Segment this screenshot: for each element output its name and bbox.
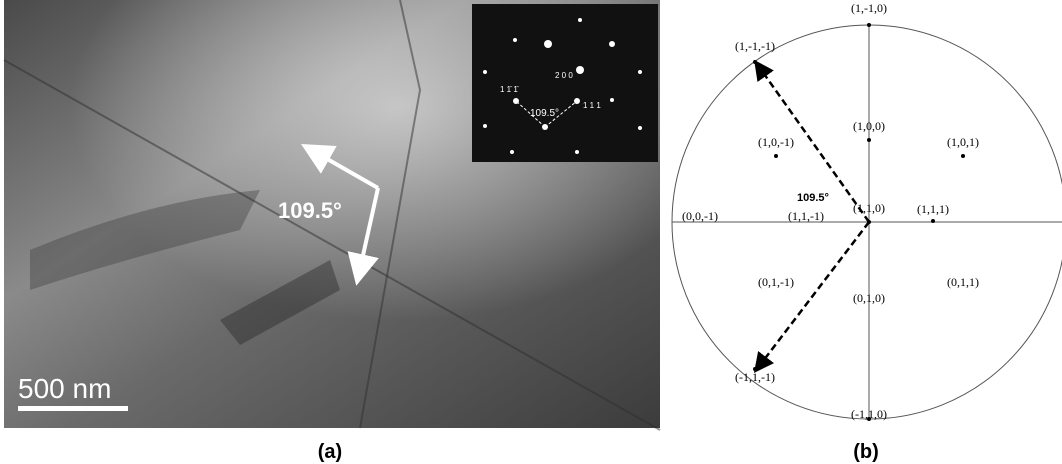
spot-label: 2 0 0 [555,71,573,80]
pole-dot [867,23,871,27]
pole-dot [867,220,871,224]
panel-b: 109.5° (1,-1,0) (1,-1,-1) (1,0,0) (1,0,-1) (… [672,1,1062,421]
pole-label: (1,0,0) [853,119,885,133]
pole-label: (0,1,0) [853,291,885,305]
scale-bar [18,406,128,411]
diffraction-inset [472,4,658,162]
pole-dot [774,154,778,158]
figure: 1 1̄ 1̄ 2 0 0 1 1 1 109.5° 109.5° 500 nm… [0,0,1062,464]
pole-label: (1,-1,0) [851,1,887,15]
inset-angle: 109.5° [530,108,559,119]
pole-label: (1,0,1) [947,135,979,149]
pole-dot [961,154,965,158]
spot-label: 1 1 1 [583,101,601,110]
pole-dot [931,219,935,223]
pole-dot [867,138,871,142]
panel-a: 1 1̄ 1̄ 2 0 0 1 1 1 109.5° 109.5° 500 nm… [4,0,660,463]
caption: (a) [318,441,342,463]
pole-label: (1,1,0) [853,201,885,215]
pole-label: (1,0,-1) [758,135,794,149]
scale-bar-label: 500 nm [18,373,111,404]
pole-label: (1,1,-1) [788,209,824,223]
pole-label: (1,-1,-1) [735,39,775,53]
caption: (b) [853,441,879,463]
angle-label: 109.5° [278,198,342,223]
pole-label: (0,1,1) [947,275,979,289]
pole-label: (0,0,-1) [682,209,718,223]
pole-label: (-1,1,-1) [735,370,775,384]
spot-label: 1 1̄ 1̄ [500,85,520,94]
pole-dot [753,60,757,64]
pole-label: (1,1,1) [917,202,949,216]
pole-label: (0,1,-1) [758,275,794,289]
angle-label: 109.5° [797,192,829,204]
pole-label: (-1,1,0) [851,407,887,421]
